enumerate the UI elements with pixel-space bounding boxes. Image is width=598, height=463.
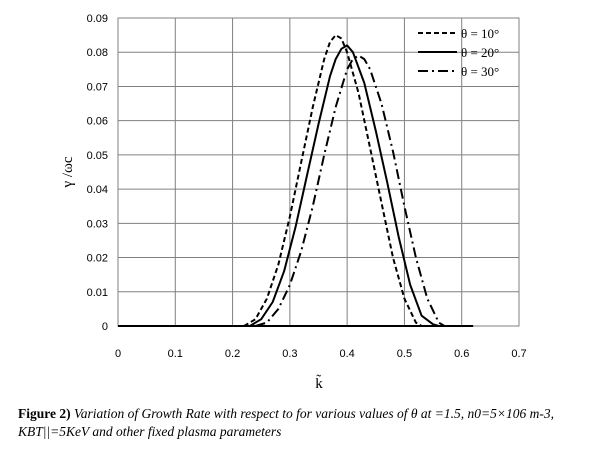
y-axis-ticks: 0 0.01 0.02 0.03 0.04 0.05 0.06 0.07 0.08 0.09 [87, 13, 108, 333]
x-tick-label: 0.4 [339, 348, 354, 360]
series-line-2 [249, 44, 440, 327]
y-tick-label: 0.05 [87, 150, 108, 162]
x-tick-label: 0.3 [282, 348, 297, 360]
y-tick-label: 0.02 [87, 253, 108, 265]
legend-label-1: θ = 10° [461, 26, 499, 41]
series-line-1 [243, 34, 423, 327]
x-tick-label: 0.5 [397, 348, 412, 360]
plot-frame [117, 17, 520, 327]
y-tick-label: 0.06 [87, 116, 108, 128]
x-tick-label: 0.2 [225, 348, 240, 360]
y-tick-label: 0 [102, 321, 108, 333]
y-axis-label: γ /ωc [60, 156, 76, 188]
figure-caption: Figure 2) Variation of Growth Rate with … [18, 405, 588, 441]
legend-label-3: θ = 30° [461, 64, 499, 79]
y-tick-label: 0.07 [87, 81, 108, 93]
y-tick-label: 0.03 [87, 218, 108, 230]
x-tick-label: 0.7 [511, 348, 526, 360]
x-axis-ticks: 0 0.1 0.2 0.3 0.4 0.5 0.6 0.7 [115, 348, 527, 360]
caption-text: Variation of Growth Rate with respect to… [18, 406, 554, 439]
y-tick-label: 0.04 [87, 184, 108, 196]
series-lines [118, 34, 474, 327]
x-tick-label: 0.6 [454, 348, 469, 360]
x-tick-label: 0 [115, 348, 121, 360]
legend-label-2: θ = 20° [461, 45, 499, 60]
caption-label: Figure 2) [18, 406, 71, 421]
grid [117, 17, 520, 327]
y-tick-label: 0.09 [87, 13, 108, 25]
x-tick-label: 0.1 [168, 348, 183, 360]
series-line-3 [255, 54, 446, 327]
legend: θ = 10° θ = 20° θ = 30° [418, 26, 499, 79]
y-tick-label: 0.08 [87, 47, 108, 59]
x-axis-label: k̃ [315, 374, 323, 392]
y-tick-label: 0.01 [87, 287, 108, 299]
